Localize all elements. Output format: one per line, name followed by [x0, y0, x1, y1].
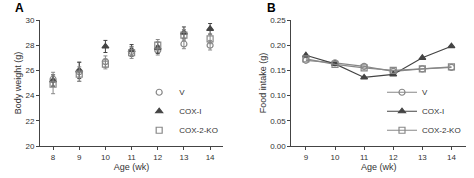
svg-text:Food intake (g): Food intake (g): [258, 53, 268, 114]
svg-text:12: 12: [153, 153, 162, 162]
svg-text:0.20: 0.20: [270, 41, 286, 50]
svg-text:Age (wk): Age (wk): [361, 162, 397, 172]
svg-text:10: 10: [101, 153, 110, 162]
svg-text:26: 26: [25, 66, 34, 75]
svg-text:V: V: [179, 88, 185, 97]
svg-text:V: V: [422, 88, 428, 97]
svg-text:COX-I: COX-I: [179, 107, 201, 116]
svg-text:13: 13: [179, 153, 188, 162]
svg-text:9: 9: [77, 153, 82, 162]
svg-text:0.10: 0.10: [270, 91, 286, 100]
svg-text:0.15: 0.15: [270, 66, 286, 75]
svg-text:COX-I: COX-I: [422, 107, 444, 116]
svg-text:14: 14: [206, 153, 215, 162]
svg-text:0.25: 0.25: [270, 16, 286, 25]
svg-text:A: A: [15, 1, 24, 15]
svg-text:COX-2-KO: COX-2-KO: [422, 126, 461, 135]
svg-text:COX-2-KO: COX-2-KO: [179, 126, 218, 135]
svg-text:8: 8: [51, 153, 56, 162]
svg-text:13: 13: [418, 153, 427, 162]
svg-text:24: 24: [25, 91, 34, 100]
svg-text:0.05: 0.05: [270, 117, 286, 126]
svg-text:12: 12: [389, 153, 398, 162]
svg-text:20: 20: [25, 142, 34, 151]
svg-text:0.00: 0.00: [270, 142, 286, 151]
svg-text:Body weight (g): Body weight (g): [13, 52, 23, 115]
svg-text:B: B: [267, 1, 276, 15]
svg-text:11: 11: [360, 153, 369, 162]
svg-text:30: 30: [25, 16, 34, 25]
svg-text:Age (wk): Age (wk): [114, 162, 150, 172]
svg-text:10: 10: [331, 153, 340, 162]
svg-text:22: 22: [25, 117, 34, 126]
svg-text:9: 9: [304, 153, 309, 162]
svg-text:11: 11: [127, 153, 136, 162]
svg-text:14: 14: [447, 153, 456, 162]
svg-text:28: 28: [25, 41, 34, 50]
